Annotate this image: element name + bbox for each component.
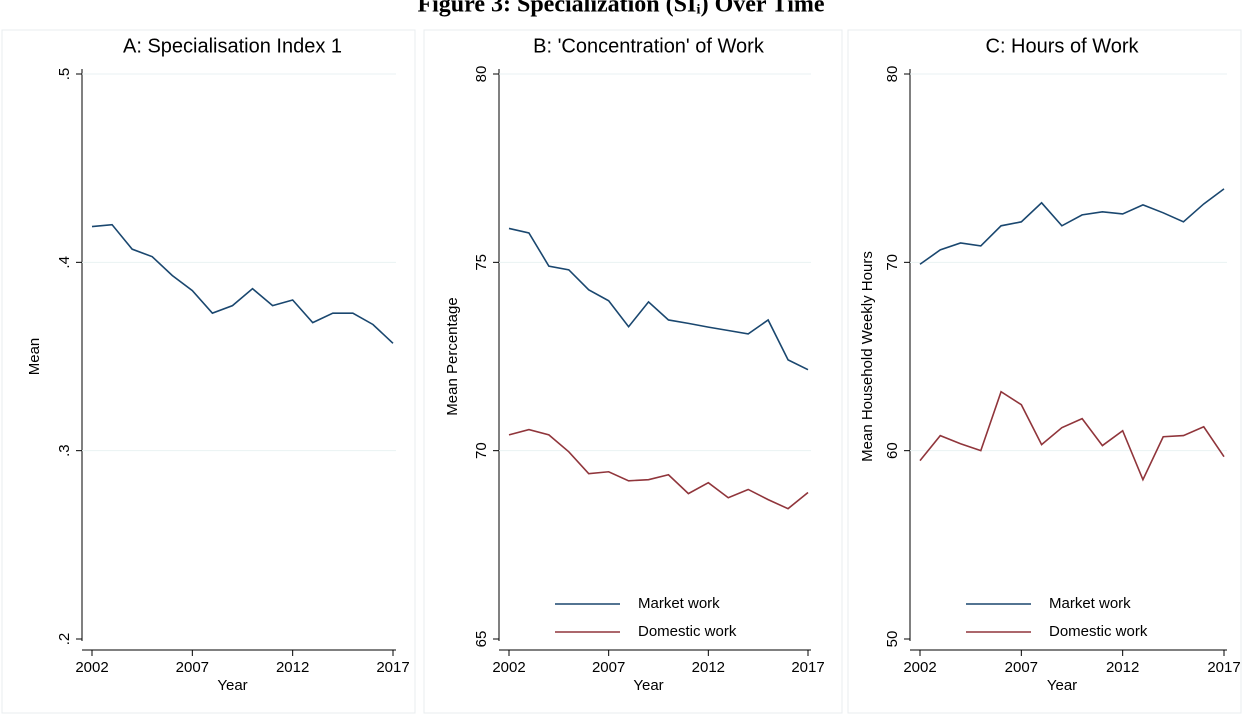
y-tick-label: 50: [884, 631, 901, 648]
panel-frame: [1, 29, 416, 714]
x-tick-label: 2002: [903, 659, 936, 676]
panel-title: B: 'Concentration' of Work: [533, 35, 765, 57]
x-tick-label: 2012: [692, 659, 725, 676]
panel-frame: [847, 29, 1242, 714]
legend-label: Domestic work: [638, 623, 737, 640]
y-axis-title: Mean Household Weekly Hours: [859, 251, 876, 462]
data-line: [919, 188, 1225, 265]
y-tick-label: 70: [884, 254, 901, 271]
legend-label: Market work: [638, 595, 720, 612]
panel-frame: [423, 29, 843, 714]
data-line: [91, 223, 394, 344]
legend-label: Market work: [1049, 595, 1131, 612]
x-tick-label: 2017: [376, 659, 409, 676]
data-line: [508, 428, 809, 510]
y-tick-label: 60: [884, 442, 901, 459]
y-tick-label: 80: [884, 66, 901, 83]
x-tick-label: 2017: [1207, 659, 1240, 676]
x-tick-label: 2007: [1005, 659, 1038, 676]
y-tick-label: 80: [473, 66, 490, 83]
x-axis-title: Year: [633, 677, 663, 694]
data-line: [919, 390, 1225, 482]
data-line: [508, 227, 809, 371]
x-tick-label: 2012: [1106, 659, 1139, 676]
y-tick-label: .5: [56, 68, 73, 81]
legend-label: Domestic work: [1049, 623, 1148, 640]
y-axis-title: Mean: [26, 338, 43, 376]
y-tick-label: 75: [473, 254, 490, 271]
x-tick-label: 2012: [276, 659, 309, 676]
y-tick-label: 65: [473, 631, 490, 648]
x-tick-label: 2007: [592, 659, 625, 676]
y-tick-label: .2: [56, 633, 73, 646]
x-tick-label: 2007: [176, 659, 209, 676]
y-axis-title: Mean Percentage: [444, 297, 461, 415]
x-tick-label: 2017: [791, 659, 824, 676]
x-tick-label: 2002: [492, 659, 525, 676]
x-axis-title: Year: [1047, 677, 1077, 694]
y-tick-label: .4: [56, 256, 73, 269]
panel-title: C: Hours of Work: [986, 35, 1140, 57]
panel-title: A: Specialisation Index 1: [123, 35, 342, 57]
x-tick-label: 2002: [75, 659, 108, 676]
figure-title: Figure 3: Specialization (SIᵢ) Over Time: [417, 0, 824, 18]
y-tick-label: .3: [56, 444, 73, 457]
y-tick-label: 70: [473, 442, 490, 459]
x-axis-title: Year: [217, 677, 247, 694]
